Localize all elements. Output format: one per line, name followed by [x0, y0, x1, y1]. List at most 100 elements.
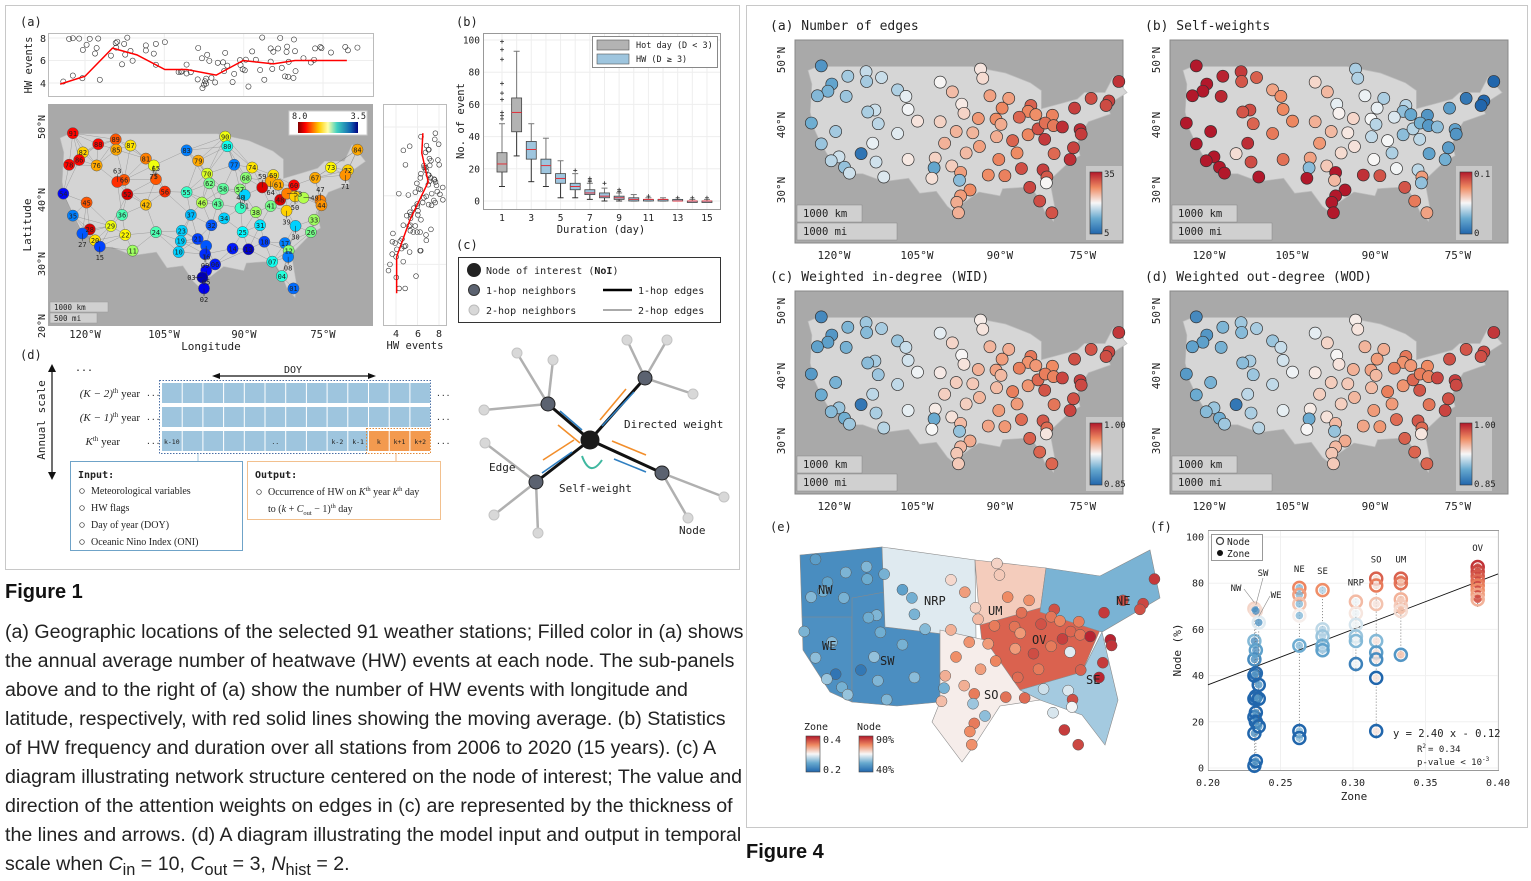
- station-marker: [1474, 350, 1488, 363]
- station-marker: [861, 105, 875, 119]
- station-marker: [1067, 392, 1080, 406]
- data-point: [423, 232, 429, 238]
- station-marker: [908, 671, 921, 684]
- node-of-interest: [580, 430, 600, 450]
- station-marker: [1377, 343, 1391, 356]
- station-marker: [1196, 84, 1210, 98]
- station-label: 70: [203, 170, 211, 178]
- data-point: [425, 146, 432, 153]
- station-label: 23: [178, 227, 186, 235]
- y-tick: 8: [40, 34, 46, 45]
- doy-cell: [162, 383, 182, 403]
- x-tick: 5: [558, 213, 564, 224]
- bullet-icon: [256, 489, 262, 495]
- station-marker: [1300, 422, 1314, 436]
- colorbar-max: 1.00: [1474, 421, 1496, 431]
- colorbar-min: 3.5: [351, 112, 366, 122]
- station-marker: [945, 85, 959, 99]
- station-label: 57: [236, 186, 244, 194]
- panel-title: (c) Weighted in-degree (WID): [770, 270, 989, 285]
- station-marker: [1408, 194, 1422, 208]
- station-marker: [218, 212, 230, 225]
- station-marker: [1415, 427, 1428, 441]
- station-marker: [1346, 112, 1360, 125]
- network-edge: [127, 191, 165, 195]
- hop2-node-icon: [468, 304, 480, 316]
- station-label: 73: [327, 164, 335, 172]
- data-point: [113, 44, 120, 51]
- x-tick: 1: [499, 213, 505, 224]
- fit-equation: y = 2.40 x - 0.12: [1393, 728, 1500, 740]
- data-point: [406, 249, 413, 255]
- y-tick: 40: [469, 132, 481, 143]
- station-marker: [814, 59, 828, 73]
- station-label: 04: [278, 273, 286, 281]
- node-marker: [1251, 677, 1266, 693]
- station-marker: [935, 695, 948, 707]
- station-label: 40: [236, 194, 244, 202]
- data-point: [249, 48, 256, 55]
- station-label: 10: [174, 249, 182, 257]
- x-tick: 90°W: [987, 249, 1014, 262]
- node-label: Node: [679, 524, 706, 537]
- station-marker: [1365, 381, 1378, 395]
- station-marker: [1320, 85, 1334, 99]
- doy-cell-label: k+1: [394, 438, 406, 446]
- zone-marker: [1295, 734, 1304, 742]
- station-label: 09: [201, 262, 209, 270]
- moving-average-line-latitude: [395, 133, 430, 294]
- station-marker: [1073, 615, 1085, 628]
- station-label: 89: [111, 136, 119, 144]
- station-marker: [236, 226, 249, 238]
- data-point: [428, 157, 434, 164]
- y-tick: 30°N: [1150, 428, 1163, 455]
- node-marker: [1368, 578, 1384, 593]
- node-marker: [1348, 633, 1364, 649]
- scale-bar-mi: [796, 222, 898, 241]
- input-item: HW flags: [91, 503, 130, 514]
- data-point: [427, 175, 434, 181]
- station-marker: [964, 725, 976, 738]
- station-marker: [992, 404, 1006, 417]
- y-tick: 0: [474, 197, 480, 208]
- station-marker: [933, 326, 947, 340]
- network-edge: [72, 215, 111, 227]
- doy-cell: [348, 431, 368, 451]
- data-point: [403, 212, 410, 219]
- station-label: 46: [198, 199, 206, 207]
- station-marker: [1367, 404, 1381, 417]
- scale-bar-mi: [796, 473, 898, 492]
- station-marker: [1246, 117, 1260, 131]
- network-edge: [153, 150, 187, 166]
- station-marker: [899, 341, 913, 354]
- station-marker: [880, 693, 893, 706]
- station-label: 15: [96, 254, 104, 262]
- station-marker: [1037, 683, 1050, 695]
- station-marker: [1047, 147, 1061, 160]
- station-label: 58: [219, 186, 227, 194]
- station-marker: [1179, 367, 1193, 381]
- data-point: [239, 66, 246, 73]
- station-marker: [110, 143, 123, 156]
- data-point: [400, 258, 406, 265]
- data-point: [426, 178, 433, 184]
- data-point: [183, 70, 190, 77]
- data-point: [121, 41, 128, 47]
- self-loop-arrow: [581, 455, 603, 469]
- panel-c-legend: Node of interest (NoI) 1-hop neighbors 2…: [458, 257, 721, 323]
- station-marker: [1387, 110, 1401, 124]
- station-marker: [896, 583, 909, 596]
- data-point: [161, 39, 168, 45]
- station-label: 37: [187, 212, 195, 220]
- x-tick: 105°W: [900, 249, 933, 262]
- station-marker: [1385, 146, 1399, 160]
- station-marker: [1241, 136, 1255, 150]
- station-marker: [1324, 125, 1338, 138]
- zone-marker: [1295, 641, 1304, 650]
- station-marker: [854, 147, 868, 160]
- data-point: [433, 182, 440, 189]
- doy-cell-label: k-1: [352, 438, 364, 446]
- station-marker: [1334, 397, 1348, 411]
